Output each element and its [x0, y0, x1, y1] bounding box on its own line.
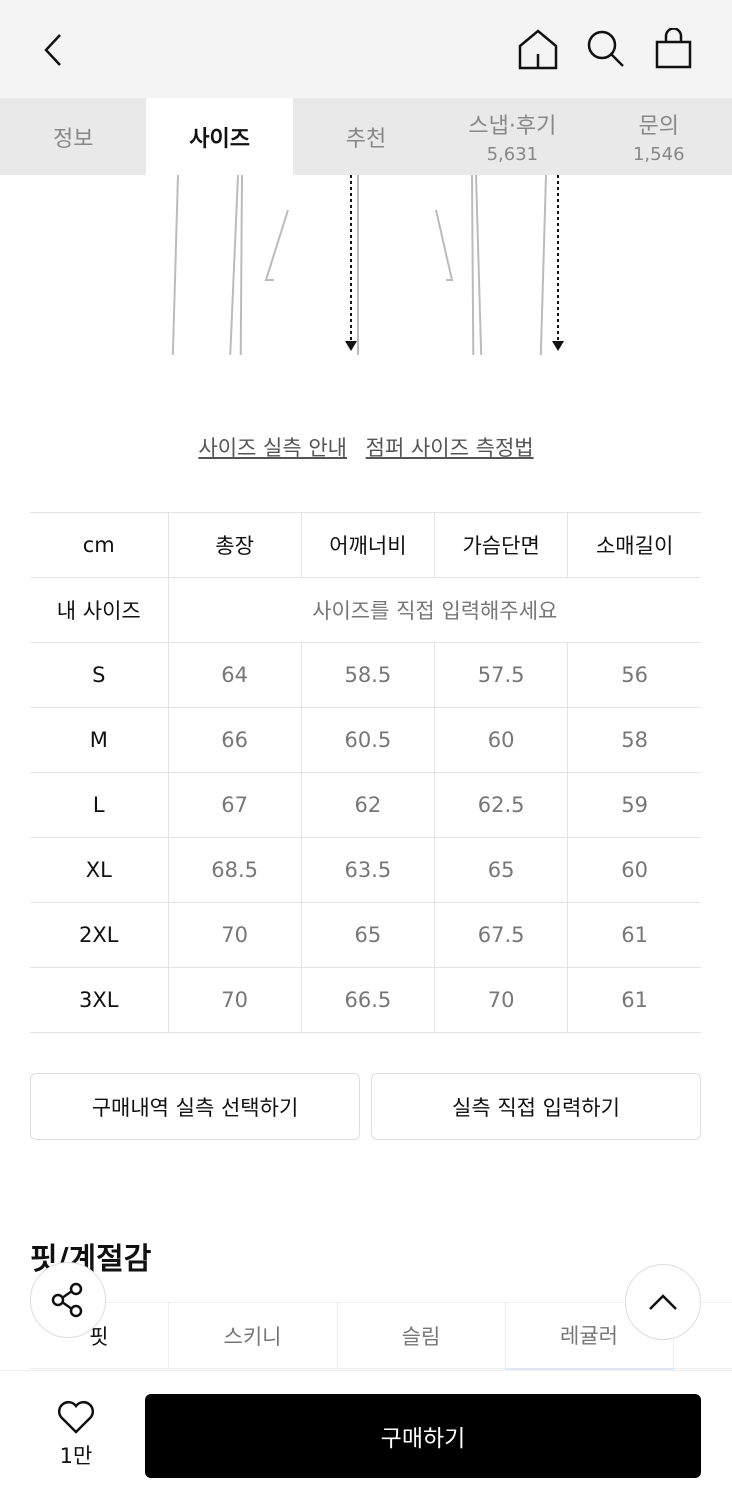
- table-header: cm 총장 어깨너비 가슴단면 소매길이: [30, 512, 701, 578]
- tab-info[interactable]: 정보: [0, 98, 146, 175]
- size-label-cell: M: [30, 707, 168, 773]
- size-value-cell: 67: [167, 772, 302, 838]
- top-bar: [0, 0, 732, 98]
- size-label-cell: 2XL: [30, 902, 168, 968]
- size-value-cell: 56: [567, 642, 701, 708]
- tab-label: 추천: [345, 126, 387, 152]
- size-value-cell: 65: [433, 837, 568, 903]
- scroll-top-button[interactable]: [625, 1264, 701, 1340]
- fit-option: 슬림: [336, 1302, 505, 1369]
- size-value-cell: 61: [567, 967, 701, 1033]
- search-icon[interactable]: [585, 28, 627, 70]
- size-value-cell: 70: [433, 967, 568, 1033]
- size-value-cell: 70: [167, 902, 302, 968]
- measure-method-link[interactable]: 점퍼 사이즈 측정법: [365, 436, 534, 460]
- table-row: L 67 62 62.5 59: [30, 772, 701, 838]
- chevron-up-icon: [649, 1294, 677, 1310]
- size-value-cell: 64: [167, 642, 302, 708]
- size-value-cell: 62.5: [433, 772, 568, 838]
- purchase-history-button[interactable]: 구매내역 실측 선택하기: [30, 1073, 360, 1140]
- size-value-cell: 58.5: [300, 642, 435, 708]
- manual-input-button[interactable]: 실측 직접 입력하기: [371, 1073, 701, 1140]
- fit-option: 스키니: [167, 1302, 337, 1369]
- cart-icon[interactable]: [654, 28, 694, 70]
- size-value-cell: 66: [167, 707, 302, 773]
- table-row: XL 68.5 63.5 65 60: [30, 837, 701, 903]
- tab-reviews[interactable]: 스냅·후기 5,631: [439, 98, 585, 175]
- size-value-cell: 63.5: [300, 837, 435, 903]
- heart-icon: [58, 1401, 94, 1434]
- tab-recommend[interactable]: 추천: [293, 98, 439, 175]
- header-cell: 총장: [167, 512, 302, 578]
- share-button[interactable]: [30, 1262, 106, 1338]
- header-cell: cm: [30, 512, 168, 578]
- tab-label: 정보: [52, 126, 94, 152]
- my-size-input[interactable]: 사이즈를 직접 입력해주세요: [167, 577, 701, 643]
- size-value-cell: 70: [167, 967, 302, 1033]
- home-icon[interactable]: [516, 28, 560, 72]
- size-value-cell: 61: [567, 902, 701, 968]
- buy-button[interactable]: 구매하기: [145, 1394, 701, 1478]
- tab-count: 5,631: [486, 144, 539, 165]
- size-value-cell: 59: [567, 772, 701, 838]
- my-size-row: 내 사이즈 사이즈를 직접 입력해주세요: [30, 577, 701, 643]
- like-count: 1만: [59, 1444, 93, 1468]
- size-value-cell: 58: [567, 707, 701, 773]
- tab-bar: 정보 사이즈 추천 스냅·후기 5,631 문의 1,546: [0, 98, 732, 175]
- size-value-cell: 60: [567, 837, 701, 903]
- bottom-bar: 1만 구매하기: [0, 1370, 732, 1500]
- size-value-cell: 66.5: [300, 967, 435, 1033]
- size-value-cell: 65: [300, 902, 435, 968]
- tab-qna[interactable]: 문의 1,546: [586, 98, 732, 175]
- size-label-cell: S: [30, 642, 168, 708]
- tab-count: 1,546: [632, 144, 685, 165]
- size-guide-links: 사이즈 실측 안내 점퍼 사이즈 측정법: [0, 432, 732, 462]
- table-row: 2XL 70 65 67.5 61: [30, 902, 701, 968]
- size-value-cell: 60: [433, 707, 568, 773]
- table-row: S 64 58.5 57.5 56: [30, 642, 701, 708]
- table-row: 3XL 70 66.5 70 61: [30, 967, 701, 1033]
- size-table: cm 총장 어깨너비 가슴단면 소매길이 내 사이즈 사이즈를 직접 입력해주세…: [30, 512, 701, 1033]
- garment-size-diagram: [171, 175, 564, 355]
- size-value-cell: 67.5: [433, 902, 568, 968]
- back-icon[interactable]: [40, 32, 68, 68]
- size-label-cell: 3XL: [30, 967, 168, 1033]
- header-cell: 소매길이: [567, 512, 701, 578]
- size-label-cell: XL: [30, 837, 168, 903]
- size-label-cell: L: [30, 772, 168, 838]
- tab-size[interactable]: 사이즈: [146, 98, 293, 175]
- my-size-label: 내 사이즈: [30, 577, 168, 643]
- size-value-cell: 57.5: [433, 642, 568, 708]
- size-value-cell: 60.5: [300, 707, 435, 773]
- tab-label: 사이즈: [189, 126, 250, 152]
- header-cell: 가슴단면: [433, 512, 568, 578]
- tab-label: 스냅·후기: [468, 114, 557, 139]
- size-value-cell: 68.5: [167, 837, 302, 903]
- size-value-cell: 62: [300, 772, 435, 838]
- header-cell: 어깨너비: [300, 512, 435, 578]
- tab-label: 문의: [638, 114, 679, 139]
- table-row: M 66 60.5 60 58: [30, 707, 701, 773]
- size-guide-link[interactable]: 사이즈 실측 안내: [198, 436, 347, 460]
- share-icon: [51, 1282, 83, 1318]
- like-button[interactable]: 1만: [40, 1399, 112, 1470]
